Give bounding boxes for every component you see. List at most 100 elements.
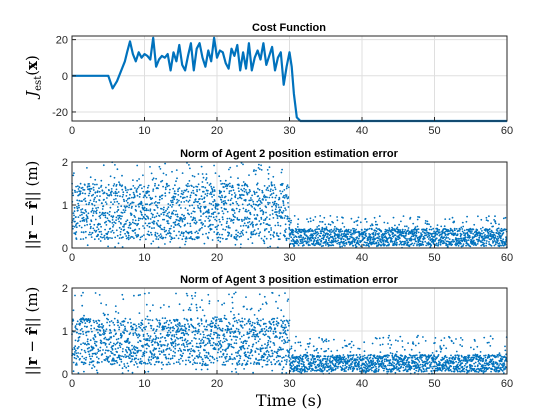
error-point — [262, 211, 265, 214]
error-point — [124, 205, 126, 208]
error-point — [150, 172, 153, 175]
error-point — [139, 217, 142, 220]
error-point — [186, 294, 189, 297]
error-point — [123, 228, 126, 231]
error-point — [275, 206, 278, 208]
error-point — [147, 318, 150, 321]
error-point — [81, 327, 83, 330]
error-point — [94, 336, 97, 338]
error-point — [200, 215, 202, 218]
error-point — [393, 241, 396, 244]
error-point — [245, 208, 247, 211]
error-point — [482, 237, 485, 240]
x-tick-label: 50 — [428, 252, 440, 264]
error-point — [220, 345, 223, 348]
error-point — [178, 330, 181, 333]
error-point — [231, 296, 234, 299]
error-point — [154, 341, 157, 343]
error-point — [438, 229, 441, 231]
error-point — [88, 192, 91, 195]
error-point — [454, 229, 456, 232]
error-point — [229, 199, 232, 202]
error-point — [175, 292, 177, 295]
error-point — [212, 361, 215, 364]
error-point — [122, 191, 125, 194]
error-point — [85, 343, 88, 346]
error-point — [356, 231, 358, 234]
error-point — [504, 228, 507, 231]
error-point — [320, 239, 323, 242]
error-point — [150, 233, 153, 236]
error-point — [82, 318, 85, 321]
error-point — [428, 228, 431, 231]
error-point — [354, 238, 357, 241]
error-point — [160, 213, 163, 216]
error-point — [84, 192, 87, 195]
error-point — [375, 227, 378, 230]
error-point — [254, 326, 256, 329]
error-point — [318, 228, 321, 231]
error-point — [290, 347, 293, 350]
error-point — [88, 231, 91, 234]
error-point — [135, 362, 138, 365]
error-point — [136, 179, 139, 182]
error-point — [106, 317, 108, 320]
error-point — [183, 214, 186, 217]
error-point — [368, 227, 371, 230]
error-point — [212, 211, 215, 214]
error-point — [285, 372, 288, 374]
error-point — [215, 326, 218, 329]
error-point — [188, 356, 191, 359]
error-point — [257, 348, 259, 351]
error-point — [341, 235, 344, 238]
error-point — [240, 197, 243, 200]
error-point — [207, 208, 210, 211]
error-point — [375, 223, 377, 226]
error-point — [303, 364, 305, 366]
error-point — [107, 313, 109, 316]
error-point — [111, 190, 113, 193]
error-point — [238, 333, 241, 335]
error-point — [178, 187, 181, 190]
error-point — [135, 189, 138, 192]
error-point — [274, 331, 277, 333]
error-point — [281, 335, 284, 338]
error-point — [461, 230, 464, 233]
error-point — [433, 235, 436, 238]
error-point — [326, 235, 329, 238]
error-point — [86, 340, 89, 343]
error-point — [178, 343, 180, 346]
error-point — [457, 239, 459, 242]
error-point — [116, 234, 119, 237]
error-point — [289, 370, 292, 372]
error-point — [221, 210, 224, 213]
error-point — [293, 367, 296, 370]
error-point — [375, 242, 378, 245]
error-point — [172, 212, 175, 215]
error-point — [126, 362, 129, 365]
error-point — [201, 233, 204, 236]
error-point — [130, 188, 133, 191]
error-point — [322, 234, 325, 236]
error-point — [263, 295, 266, 298]
error-point — [328, 365, 331, 368]
error-point — [184, 363, 187, 366]
error-point — [336, 242, 339, 245]
error-point — [82, 363, 85, 366]
error-point — [329, 361, 332, 364]
error-point — [415, 230, 418, 233]
error-point — [221, 182, 224, 185]
error-point — [377, 237, 380, 240]
error-point — [470, 228, 473, 231]
error-point — [84, 362, 87, 365]
error-point — [179, 354, 182, 356]
error-point — [164, 354, 167, 356]
error-point — [425, 244, 428, 247]
error-point — [336, 349, 339, 352]
error-point — [153, 202, 156, 204]
error-point — [179, 329, 182, 331]
error-point — [113, 359, 115, 361]
error-point — [274, 186, 276, 189]
error-point — [129, 349, 132, 352]
error-point — [193, 330, 195, 333]
